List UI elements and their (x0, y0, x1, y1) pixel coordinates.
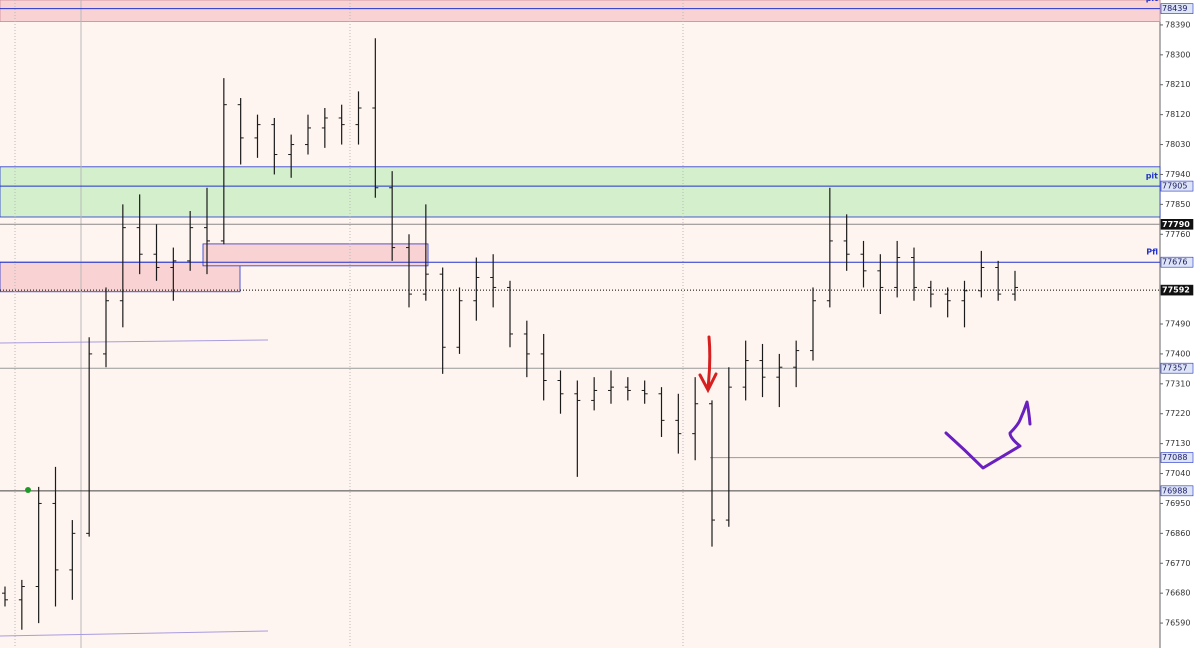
y-tick-label: 77400 (1165, 349, 1190, 358)
levels (0, 8, 1160, 492)
y-tick-label: 76680 (1165, 589, 1190, 598)
price-box-label: 77790 (1162, 220, 1190, 229)
level-tag: Pfl (1146, 248, 1158, 257)
price-box-label: 77905 (1162, 182, 1187, 191)
y-tick-label: 78120 (1165, 110, 1190, 119)
y-tick-label: 76950 (1165, 499, 1190, 508)
marker-dot (25, 487, 31, 493)
y-tick-label: 78300 (1165, 50, 1190, 59)
price-axis (1160, 0, 1200, 648)
zone (0, 261, 241, 293)
price-box (1160, 180, 1194, 192)
hand-drawn-annotation (944, 400, 1032, 470)
y-tick-label: 77130 (1165, 439, 1190, 448)
zones (0, 0, 1161, 293)
y-tick-label: 76860 (1165, 529, 1190, 538)
y-tick-label: 76770 (1165, 559, 1190, 568)
y-tick-label: 77850 (1165, 200, 1190, 209)
y-tick-label: 78390 (1165, 20, 1190, 29)
level-tag: pit (1146, 172, 1158, 181)
drawn-line (0, 630, 269, 637)
drawn-line (0, 339, 269, 344)
level-tag: pit (1146, 0, 1158, 3)
plot-background (0, 0, 1160, 648)
y-tick-label: 77040 (1165, 469, 1190, 478)
price-box-label: 77592 (1162, 286, 1190, 295)
price-box-label: 77088 (1162, 453, 1187, 462)
y-tick-label: 77310 (1165, 379, 1190, 388)
zone (0, 166, 1161, 218)
bars (2, 38, 1018, 630)
price-box-label: 77676 (1162, 258, 1187, 267)
price-box (1160, 485, 1194, 497)
price-box (1160, 219, 1194, 230)
price-box (1160, 3, 1194, 14)
price-box-label: 76988 (1162, 486, 1187, 495)
price-box-label: 77357 (1162, 364, 1187, 373)
arrow-annotation (698, 335, 718, 394)
y-tick-label: 77220 (1165, 409, 1190, 418)
price-box (1160, 452, 1194, 463)
zone (0, 0, 1161, 23)
axis-labels: 76590 76680 76770 76860 76950 77040 77130 77220… (1146, 0, 1194, 628)
y-tick-label: 76590 (1165, 619, 1190, 628)
price-box-label: 78439 (1162, 4, 1187, 13)
y-tick-label: 78030 (1165, 140, 1190, 149)
price-box (1160, 256, 1194, 268)
y-tick-label: 78210 (1165, 80, 1190, 89)
y-tick-label: 77760 (1165, 230, 1190, 239)
y-tick-label: 77490 (1165, 320, 1190, 329)
session-lines (14, 0, 684, 648)
y-tick-label: 77940 (1165, 170, 1190, 179)
price-box (1160, 284, 1194, 296)
zone (202, 243, 429, 267)
price-box (1160, 362, 1194, 374)
